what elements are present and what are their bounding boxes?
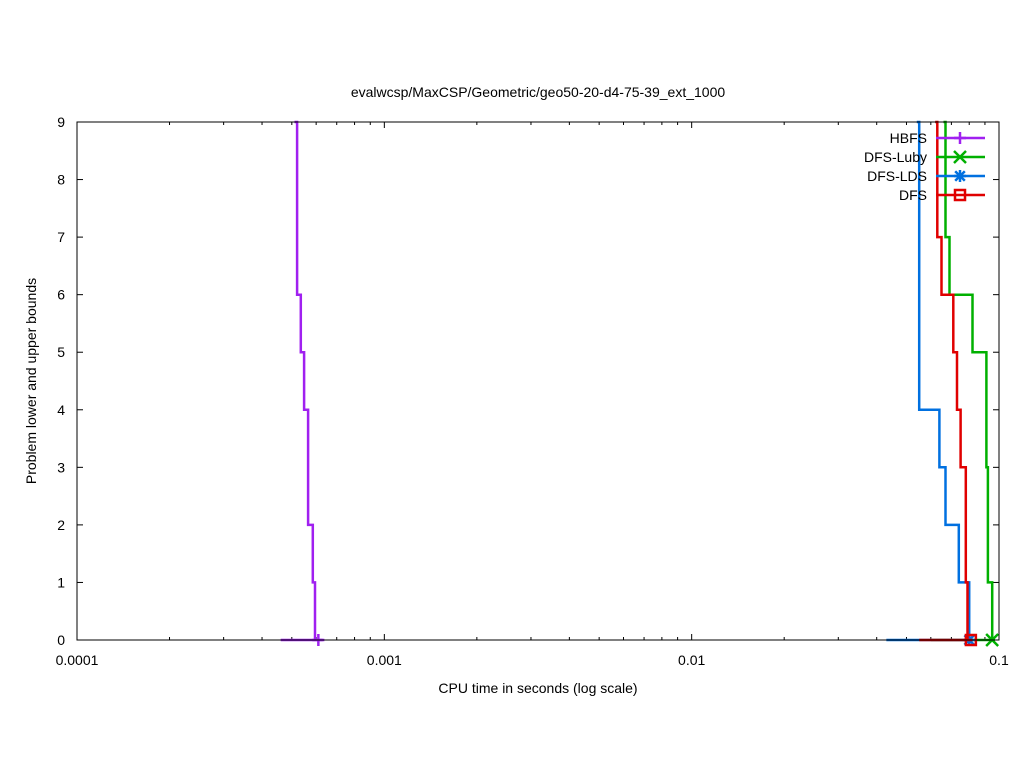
series-marker [953, 188, 967, 202]
legend-label: DFS-LDS [867, 168, 927, 184]
y-tick-label: 6 [57, 287, 65, 303]
y-tick-label: 3 [57, 459, 65, 475]
y-tick-label: 4 [57, 402, 65, 418]
legend-label: DFS-Luby [864, 149, 927, 165]
series-line-dfs-lds [916, 120, 971, 640]
series-line-dfs [935, 120, 969, 640]
x-tick-label: 0.0001 [56, 652, 99, 668]
x-tick-label: 0.001 [367, 652, 402, 668]
plot-frame [76, 121, 1000, 641]
y-tick-label: 8 [57, 172, 65, 188]
series-line-dfs-luby [943, 120, 994, 640]
series-marker [954, 132, 966, 144]
y-tick-label: 7 [57, 229, 65, 245]
x-tick-label: 0.1 [989, 652, 1009, 668]
series-line-hbfs [294, 120, 317, 640]
y-tick-label: 0 [57, 632, 65, 648]
legend-label: DFS [899, 187, 927, 203]
series-marker [953, 150, 967, 164]
y-tick-label: 2 [57, 517, 65, 533]
x-tick-label: 0.01 [678, 652, 705, 668]
chart-title: evalwcsp/MaxCSP/Geometric/geo50-20-d4-75… [351, 84, 726, 100]
y-tick-label: 1 [57, 574, 65, 590]
series-layer [280, 120, 1000, 647]
axis-tick-labels: 0 1 2 3 4 5 6 7 8 9 0.0001 0.001 0.01 0.1 [56, 114, 1009, 668]
y-tick-label: 9 [57, 114, 65, 130]
x-axis-label: CPU time in seconds (log scale) [438, 680, 637, 696]
y-tick-label: 5 [57, 344, 65, 360]
y-axis-label: Problem lower and upper bounds [23, 278, 39, 484]
series-marker [954, 170, 966, 182]
legend-label: HBFS [890, 130, 927, 146]
legend: HBFS DFS-Luby DFS-LDS DFS [864, 130, 985, 203]
